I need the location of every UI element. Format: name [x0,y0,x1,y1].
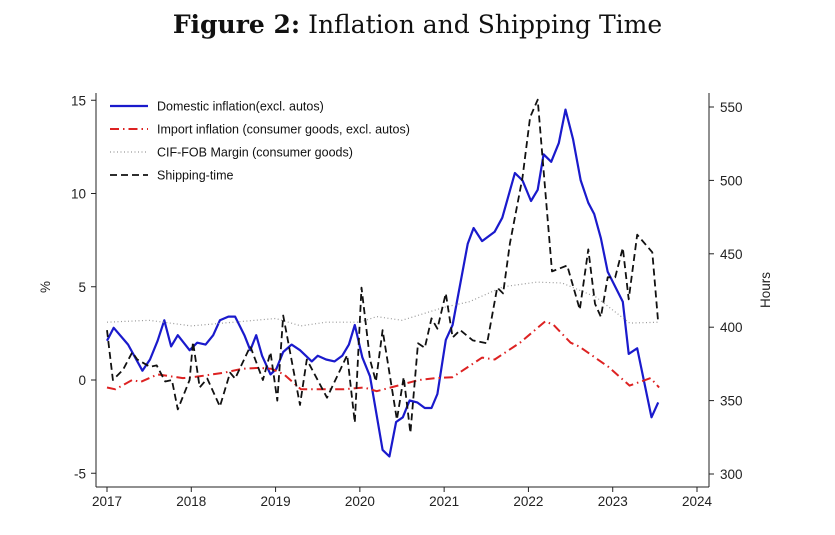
series-line-2 [106,281,660,327]
y-tick-label-right: 450 [720,247,743,262]
y-axis-label-left: % [38,281,53,293]
series-line-3 [106,98,660,434]
y-tick-label-left: 5 [78,280,86,295]
y-tick-label-right: 300 [720,467,743,482]
x-tick-label: 2023 [598,494,628,509]
y-axis-label-right: Hours [758,272,773,308]
y-tick-label-left: -5 [74,466,86,481]
axes: 2017 2018 2019 2020 2021 2022 2023 2024 -5 0 5 10 15… [71,93,743,509]
chart-title: Figure 2: Inflation and Shipping Time [0,10,835,39]
legend-label-1: Import inflation (consumer goods, excl. … [157,123,410,137]
x-tick-label: 2021 [429,494,459,509]
y-tick-label-right: 550 [720,100,743,115]
x-tick-label: 2022 [513,494,543,509]
legend-label-0: Domestic inflation(excl. autos) [157,100,324,114]
y-tick-label-left: 15 [71,93,86,108]
y-tick-label-right: 500 [720,173,743,188]
x-tick-label: 2019 [261,494,291,509]
x-tick-label: 2018 [176,494,206,509]
y-tick-label-right: 350 [720,394,743,409]
y-tick-label-left: 10 [71,187,86,202]
series-line-1 [106,320,660,393]
y-tick-label-left: 0 [78,373,86,388]
legend-label-2: CIF-FOB Margin (consumer goods) [157,146,353,160]
legend-label-3: Shipping-time [157,169,233,183]
series-line-0 [106,108,660,458]
legend: Domestic inflation(excl. autos) Import in… [110,100,410,183]
x-tick-label: 2024 [682,494,713,509]
series-lines [106,98,660,458]
x-tick-label: 2017 [92,494,122,509]
figure-number: Figure 2: [172,10,301,39]
x-tick-label: 2020 [345,494,375,509]
figure-title: Inflation and Shipping Time [308,10,663,39]
y-tick-label-right: 400 [720,320,743,335]
